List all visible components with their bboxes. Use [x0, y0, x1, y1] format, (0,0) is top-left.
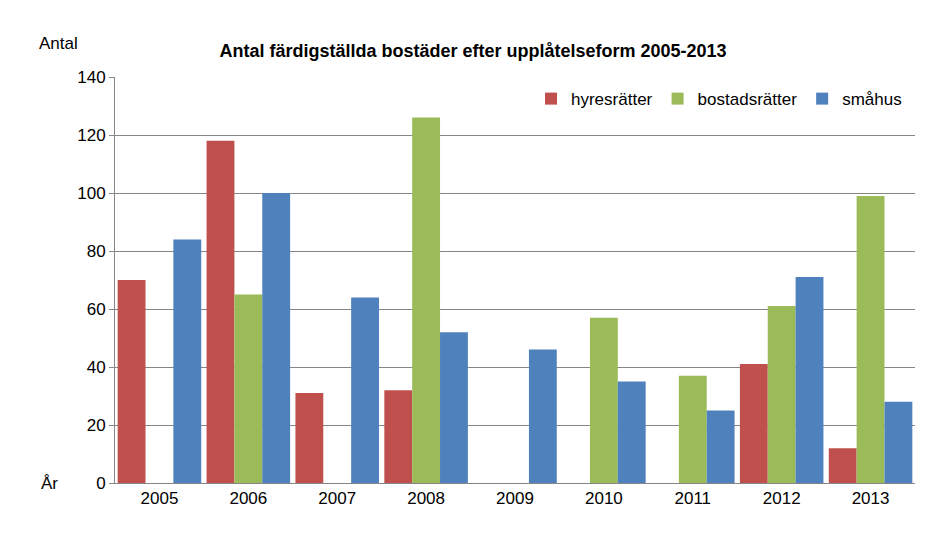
- svg-text:2009: 2009: [496, 489, 534, 508]
- svg-text:140: 140: [77, 68, 105, 87]
- svg-text:Antal: Antal: [39, 34, 78, 53]
- svg-text:bostadsrätter: bostadsrätter: [698, 90, 798, 109]
- svg-text:Antal färdigställda bostäder e: Antal färdigställda bostäder efter upplå…: [219, 41, 726, 61]
- svg-text:2006: 2006: [229, 489, 267, 508]
- svg-text:0: 0: [96, 474, 105, 493]
- svg-text:2008: 2008: [407, 489, 445, 508]
- svg-text:120: 120: [77, 126, 105, 145]
- svg-text:hyresrätter: hyresrätter: [571, 90, 653, 109]
- svg-text:80: 80: [87, 242, 106, 261]
- svg-text:2007: 2007: [318, 489, 356, 508]
- svg-text:20: 20: [87, 416, 106, 435]
- svg-text:2010: 2010: [585, 489, 623, 508]
- svg-text:2011: 2011: [674, 489, 711, 508]
- svg-text:100: 100: [77, 184, 105, 203]
- svg-text:2013: 2013: [852, 489, 890, 508]
- svg-text:60: 60: [87, 300, 106, 319]
- svg-text:2005: 2005: [141, 489, 179, 508]
- svg-text:40: 40: [87, 358, 106, 377]
- svg-text:År: År: [41, 474, 58, 493]
- svg-text:2012: 2012: [763, 489, 801, 508]
- svg-text:småhus: småhus: [842, 90, 902, 109]
